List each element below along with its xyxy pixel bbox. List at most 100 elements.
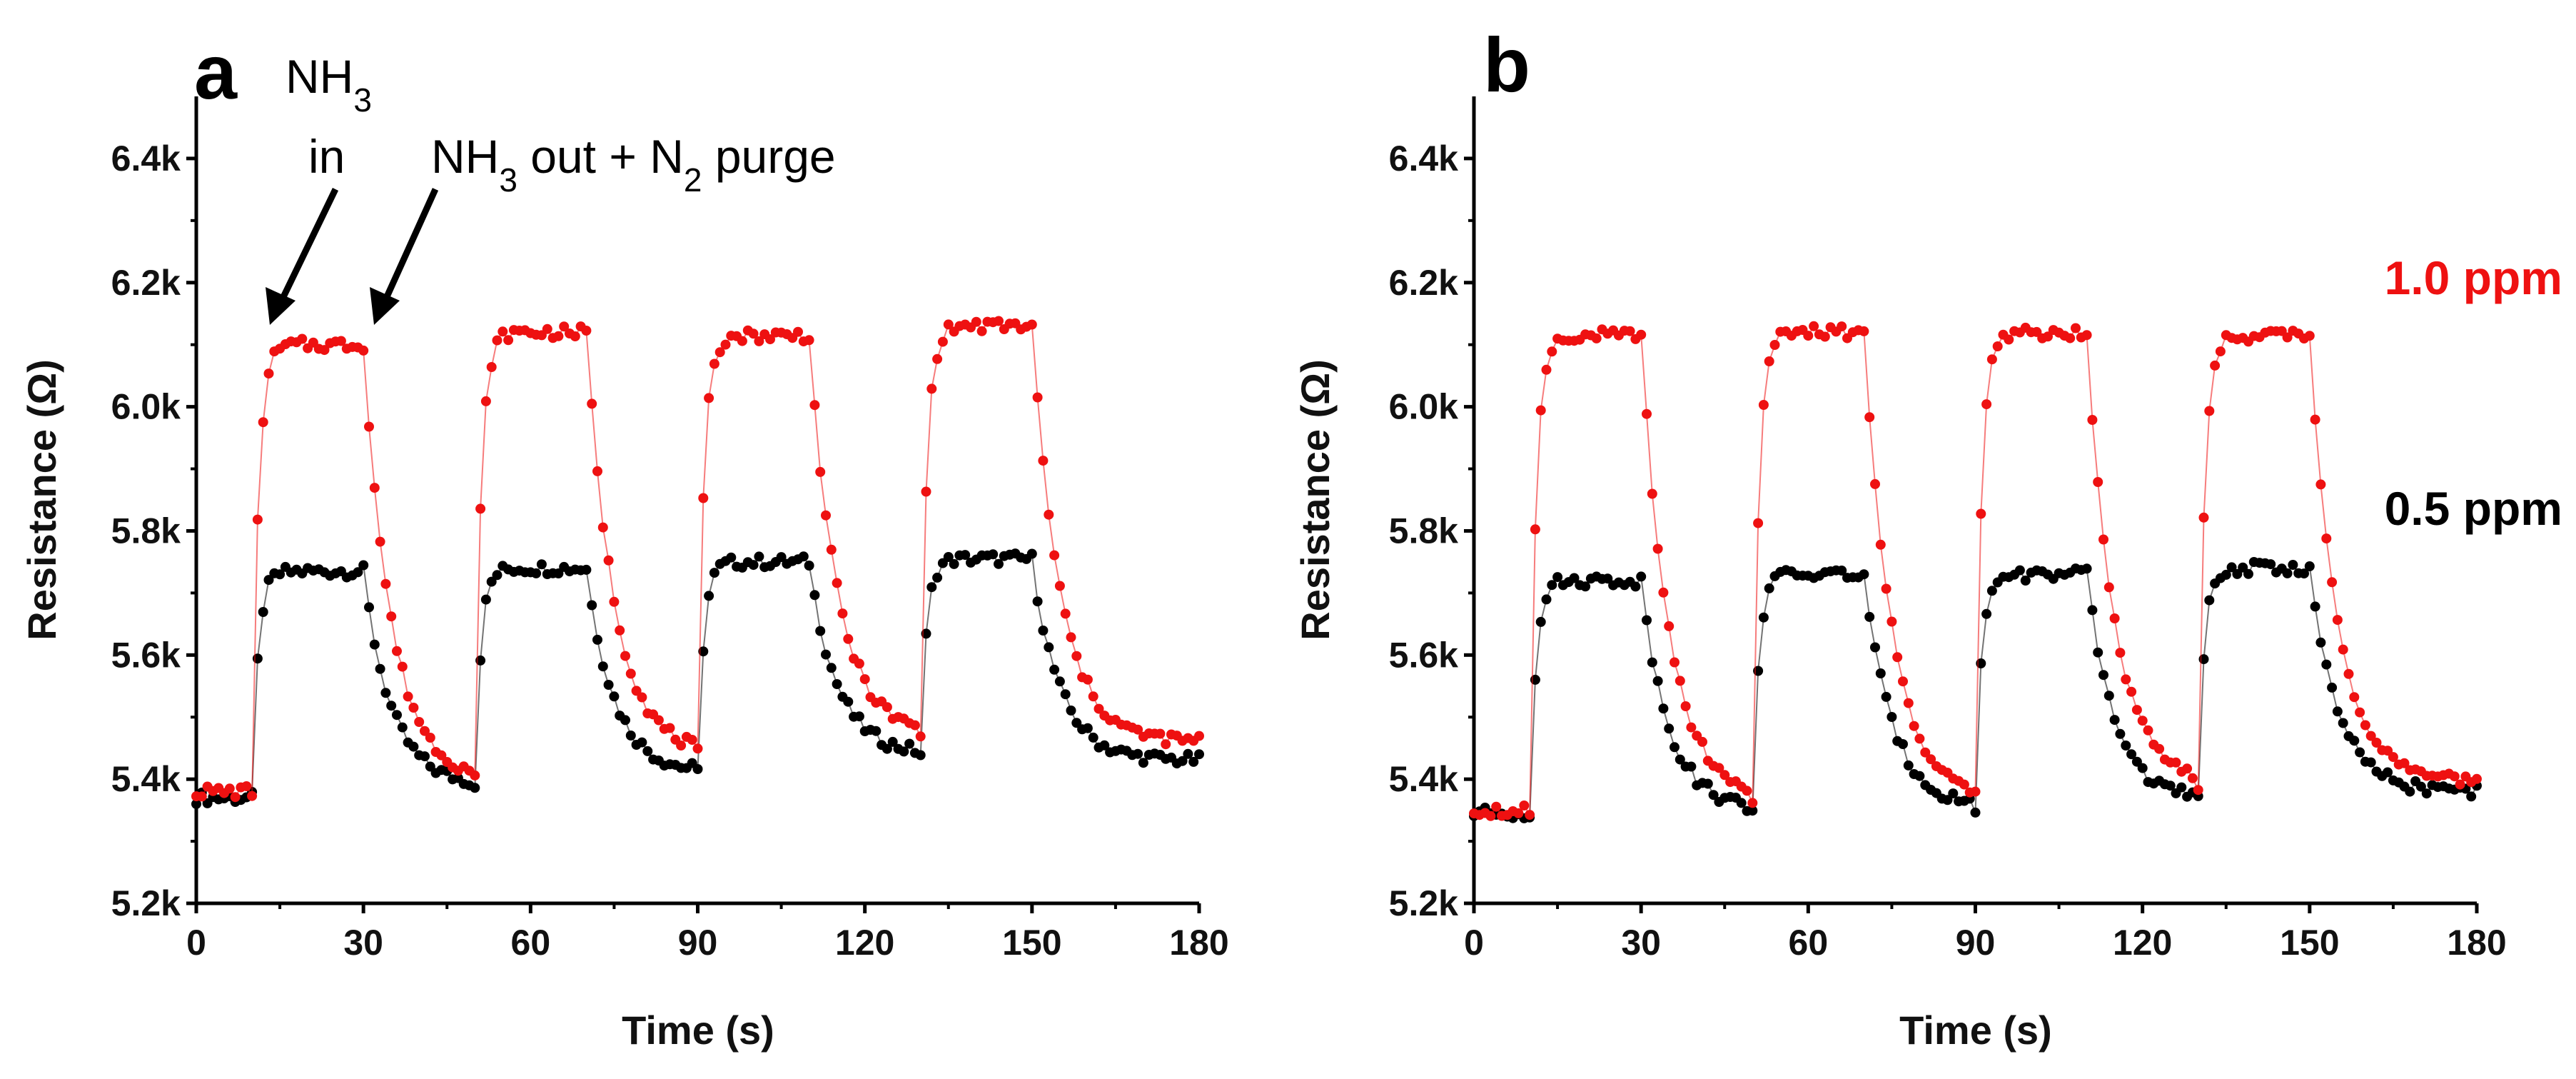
data-point (2065, 333, 2076, 343)
data-point (1060, 689, 1071, 700)
data-point (358, 560, 369, 571)
data-point (1032, 392, 1043, 403)
data-point (1552, 572, 1563, 583)
data-point (1049, 664, 1060, 675)
data-point (926, 582, 937, 593)
x-tick-label-b: 30 (1621, 923, 1661, 963)
data-point (1194, 731, 1204, 741)
data-point (2121, 674, 2131, 685)
legend-label-05ppm: 0.5 ppm (2385, 482, 2562, 535)
data-point (1630, 581, 1641, 592)
data-point (1920, 747, 1931, 758)
data-point (414, 717, 425, 727)
data-point (1519, 801, 1530, 810)
data-point (2109, 715, 2120, 726)
data-point (581, 326, 592, 336)
data-point (2282, 332, 2293, 343)
data-point (2365, 731, 2376, 741)
data-point (2198, 512, 2209, 523)
data-point (263, 575, 274, 586)
data-point (2187, 773, 2198, 783)
data-point (737, 336, 747, 346)
data-point (1044, 642, 1054, 653)
data-point (1886, 616, 1897, 627)
data-point (988, 549, 999, 560)
data-point (2327, 682, 2338, 693)
data-point (2310, 414, 2320, 425)
data-point (230, 792, 241, 803)
data-point (625, 731, 636, 741)
data-point (843, 633, 854, 644)
data-point (665, 723, 675, 733)
data-point (386, 611, 397, 622)
data-point (698, 493, 709, 503)
data-point (2115, 648, 2126, 658)
data-point (937, 336, 948, 347)
data-point (1898, 739, 1908, 749)
data-point (553, 568, 564, 578)
data-point (335, 336, 346, 346)
x-tick-label-a: 180 (1169, 923, 1228, 963)
data-point (1686, 761, 1697, 772)
data-point (1942, 795, 1953, 806)
data-point (1803, 331, 1814, 341)
x-tick-label-a: 30 (343, 923, 383, 963)
data-point (854, 711, 864, 722)
data-point (631, 686, 642, 696)
data-point (2126, 749, 2137, 760)
data-point (1138, 758, 1148, 768)
data-point (420, 751, 430, 762)
data-point (932, 572, 943, 583)
data-point (2405, 786, 2415, 797)
data-point (826, 544, 837, 555)
data-point (704, 591, 714, 601)
data-point (1642, 408, 1652, 419)
data-point (809, 400, 820, 411)
data-point (882, 743, 892, 754)
data-point (1898, 676, 1908, 687)
data-point (1060, 608, 1071, 619)
data-point (375, 663, 385, 674)
data-point (258, 417, 268, 428)
y-tick-label-a: 6.0k (111, 387, 181, 427)
data-point (793, 326, 803, 337)
data-point (1970, 807, 1981, 818)
data-point (2243, 568, 2253, 579)
x-tick-label-a: 60 (511, 923, 551, 963)
data-point (2415, 781, 2426, 792)
data-point (1714, 763, 1724, 773)
data-point (915, 750, 926, 761)
data-point (2315, 479, 2326, 490)
data-point (2137, 763, 2148, 773)
data-point (1636, 329, 1647, 340)
data-point (2327, 577, 2338, 588)
data-point (843, 696, 854, 707)
data-point (2115, 728, 2126, 739)
data-point (1541, 364, 1552, 375)
data-point (2332, 615, 2343, 626)
data-point (653, 715, 664, 726)
data-point (1914, 733, 1925, 744)
data-point (492, 570, 502, 581)
data-point (1859, 569, 1869, 580)
annotation-nh3-in-sub: 3 (353, 81, 372, 119)
data-point (2371, 738, 2382, 748)
data-point (1054, 581, 1065, 591)
data-point (2321, 533, 2332, 544)
data-point (1892, 652, 1903, 663)
data-point (2365, 757, 2376, 768)
data-point (1088, 691, 1098, 702)
data-point (408, 703, 419, 713)
data-point (926, 383, 937, 394)
data-point (2338, 718, 2348, 728)
data-point (887, 736, 898, 747)
data-point (815, 466, 826, 477)
data-point (637, 692, 647, 703)
y-tick-label-b: 5.6k (1389, 635, 1459, 675)
data-point (642, 746, 653, 756)
data-point (1870, 642, 1880, 653)
y-tick-label-b: 6.0k (1389, 387, 1459, 427)
data-point (859, 674, 870, 685)
data-point (397, 661, 408, 672)
